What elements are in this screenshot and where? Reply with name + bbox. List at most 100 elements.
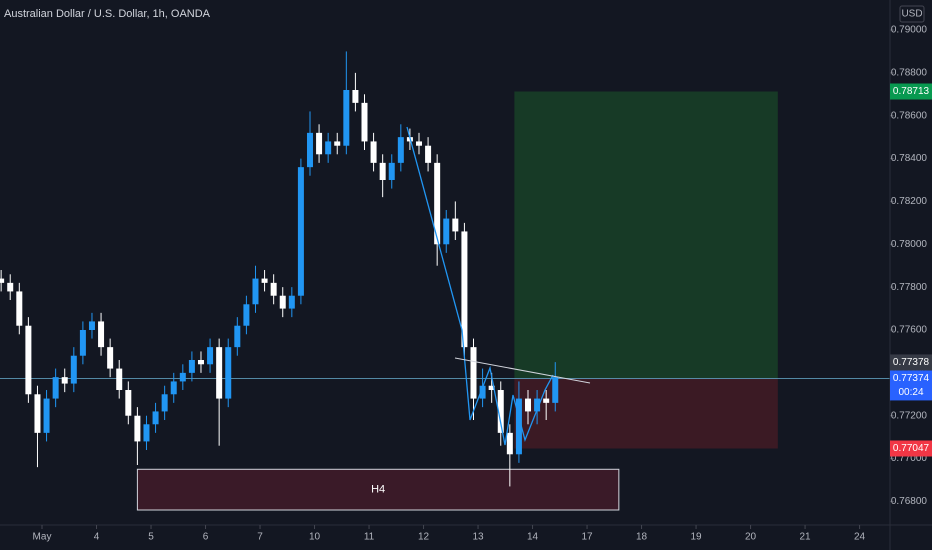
candle-body (361, 102, 368, 142)
candle-body (234, 325, 241, 348)
candle-body (470, 347, 477, 399)
candle-body (179, 372, 186, 382)
x-tick-label: 21 (800, 532, 812, 543)
candle-body (152, 411, 159, 425)
y-tick-label: 0.77600 (891, 325, 928, 336)
candle-body (61, 377, 68, 384)
candle-body (216, 347, 223, 399)
currency-button[interactable] (899, 5, 925, 23)
candle-body (98, 321, 105, 348)
candle-body (515, 398, 522, 455)
price-tag-label: 0.77374 (893, 373, 930, 384)
candle-body (279, 295, 286, 309)
y-tick-label: 0.77000 (891, 453, 928, 464)
candle-body (161, 394, 168, 412)
currency-label[interactable]: USD (901, 9, 922, 20)
candle-body (434, 162, 441, 245)
target-area (514, 91, 778, 379)
candle-body (261, 278, 268, 283)
price-tag-label: 0.77378 (893, 357, 930, 368)
price-tag-label: 0.77047 (893, 443, 930, 454)
candle-body (497, 390, 504, 433)
x-tick-label: 6 (203, 532, 209, 543)
candle-body (7, 282, 14, 292)
candle-body (488, 385, 495, 390)
candle-body (207, 347, 214, 365)
x-tick-label: 20 (745, 532, 757, 543)
countdown-label: 00:24 (898, 387, 923, 398)
y-tick-label: 0.78400 (891, 153, 928, 164)
candle-body (334, 141, 341, 146)
candle-body (143, 424, 150, 442)
candle-body (170, 381, 177, 395)
candle-body (270, 282, 277, 296)
stop-area (514, 378, 778, 449)
candle-body (316, 132, 323, 155)
price-tag-label: 0.78713 (893, 86, 930, 97)
candle-body (243, 304, 250, 326)
x-tick-label: 5 (148, 532, 154, 543)
candle-body (252, 278, 259, 305)
trend-line (454, 357, 591, 384)
candle-body (397, 137, 404, 163)
candle-body (34, 394, 41, 433)
candle-body (343, 90, 350, 146)
price-tag (890, 440, 932, 457)
candle-body (125, 390, 132, 416)
x-tick-label: 19 (690, 532, 702, 543)
candle-body (552, 377, 559, 403)
candle-body (116, 368, 123, 390)
candle-body (306, 132, 313, 168)
y-tick-label: 0.79000 (891, 25, 928, 36)
axes: 0.768000.770000.772000.774000.776000.778… (33, 25, 932, 543)
y-tick-label: 0.76800 (891, 496, 928, 507)
candle-body (43, 398, 50, 433)
candle-body (134, 415, 141, 442)
price-tag (890, 370, 932, 401)
candle-body (543, 398, 550, 403)
y-tick-label: 0.77200 (891, 410, 928, 421)
x-tick-label: 7 (257, 532, 263, 543)
price-tag (890, 354, 932, 371)
candle-body (225, 347, 232, 399)
y-tick-label: 0.77800 (891, 282, 928, 293)
x-tick-label: 12 (418, 532, 430, 543)
x-tick-label: 14 (527, 532, 539, 543)
candle-body (325, 141, 332, 155)
y-tick-label: 0.78200 (891, 196, 928, 207)
candle-body (534, 398, 541, 412)
candle-body (461, 231, 468, 348)
x-tick-label: 17 (581, 532, 593, 543)
x-tick-label: 18 (636, 532, 648, 543)
y-tick-label: 0.78800 (891, 67, 928, 78)
x-tick-label: May (33, 532, 52, 543)
candle-body (506, 432, 513, 455)
candle-body (70, 355, 77, 384)
candle-body (479, 385, 486, 399)
y-tick-label: 0.78000 (891, 239, 928, 250)
price-tag (890, 83, 932, 100)
x-tick-label: 11 (364, 532, 375, 543)
candle-body (288, 295, 295, 309)
candle-body (370, 141, 377, 163)
x-tick-label: 4 (94, 532, 100, 543)
candle-body (452, 218, 459, 232)
candle-body (188, 360, 195, 373)
candle-body (0, 278, 5, 283)
h4-zone (136, 468, 620, 511)
x-tick-label: 13 (472, 532, 484, 543)
candle-body (107, 347, 114, 369)
candles (0, 51, 559, 487)
candle-body (525, 398, 532, 412)
candle-body (52, 377, 59, 399)
candle-body (25, 325, 32, 395)
x-tick-label: 24 (854, 532, 866, 543)
candle-body (79, 330, 86, 356)
candle-body (379, 162, 386, 180)
candle-body (388, 162, 395, 180)
candle-body (415, 141, 422, 146)
zone-label: H4 (371, 484, 385, 496)
candle-body (88, 321, 95, 330)
candle-body (443, 218, 450, 245)
